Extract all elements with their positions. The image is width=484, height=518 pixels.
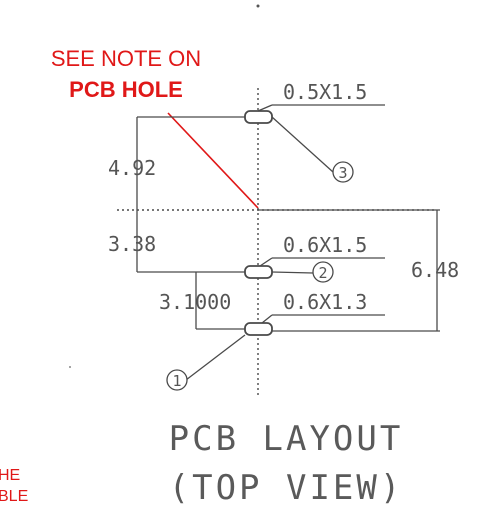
note-leader-line bbox=[167, 112, 259, 209]
pad-2-size-leader bbox=[259, 257, 273, 267]
left-fragment-line-2: BLE bbox=[0, 488, 28, 505]
pad-1-callout-leader bbox=[185, 334, 246, 381]
pad-1-size-label: 0.6X1.3 bbox=[283, 290, 367, 314]
note-line-2: PCB HOLE bbox=[69, 77, 183, 102]
pad-3-number: 3 bbox=[338, 164, 347, 182]
dimension-overall: 6.48 bbox=[411, 258, 459, 282]
pad-3 bbox=[244, 110, 273, 124]
top-dot bbox=[256, 4, 260, 8]
dimension-upper-pitch: 4.92 bbox=[108, 156, 156, 180]
pad-2-callout-leader bbox=[271, 271, 314, 274]
dimension-pad-offset: 3.1000 bbox=[159, 290, 231, 314]
title-line-2: (TOP VIEW) bbox=[169, 468, 404, 508]
dimension-lower-pitch: 3.38 bbox=[108, 232, 156, 256]
pad-1-size-leader bbox=[261, 314, 273, 324]
stray-dot bbox=[69, 366, 71, 368]
pad-3-size-label: 0.5X1.5 bbox=[283, 80, 367, 104]
pad-3-callout-circle bbox=[332, 161, 354, 183]
pad-2-number: 2 bbox=[318, 264, 327, 282]
pad-2-callout-circle bbox=[312, 261, 334, 283]
pad-2-size-label: 0.6X1.5 bbox=[283, 233, 367, 257]
title-line-1: PCB LAYOUT bbox=[169, 419, 404, 459]
pad-1-callout-circle bbox=[166, 369, 188, 391]
pad-2 bbox=[244, 265, 273, 279]
pad-3-size-leader bbox=[257, 104, 273, 112]
note-line-1: SEE NOTE ON bbox=[51, 46, 201, 71]
pad-1 bbox=[244, 322, 273, 336]
pad-3-callout-leader bbox=[271, 116, 334, 173]
pad-1-number: 1 bbox=[172, 372, 181, 390]
left-fragment-line-1: HE bbox=[0, 467, 20, 484]
